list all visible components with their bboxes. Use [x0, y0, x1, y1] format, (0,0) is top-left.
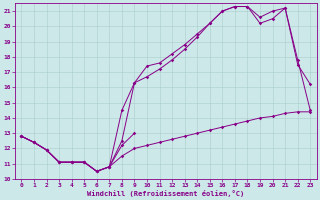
X-axis label: Windchill (Refroidissement éolien,°C): Windchill (Refroidissement éolien,°C)	[87, 190, 244, 197]
